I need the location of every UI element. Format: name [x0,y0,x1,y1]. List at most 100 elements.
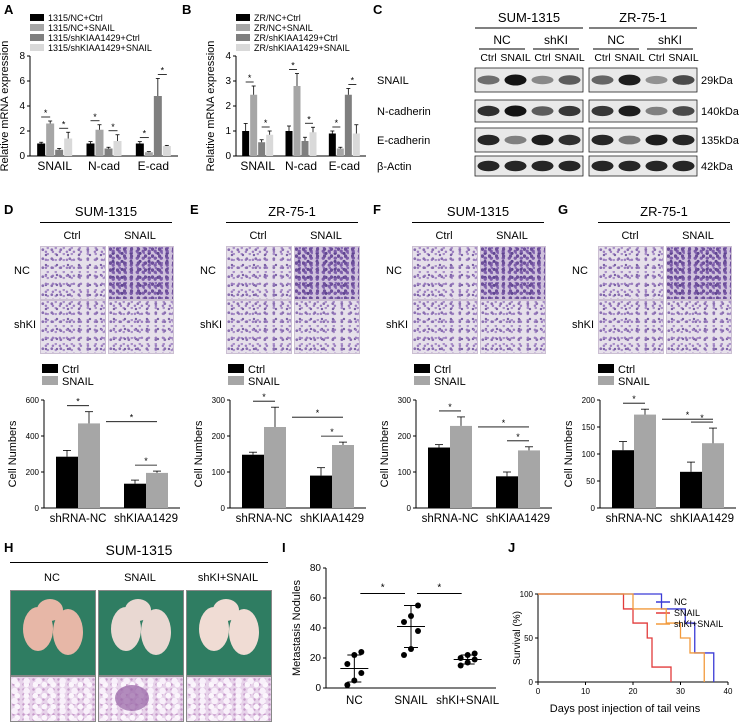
bar [162,146,171,156]
y-tick-label: 2 [225,101,231,112]
bar [104,148,113,156]
bar [428,447,450,508]
bar [78,423,100,508]
legend-swatch [30,34,44,41]
x-tick-label: shKIAA1429 [486,513,550,525]
legend-swatch [42,364,58,373]
x-tick-label: shKIAA1429 [670,513,734,525]
transwell-col-label: SNAIL [496,230,528,242]
band [672,160,695,172]
legend-label: Ctrl [248,364,265,376]
legend-label: SNAIL [434,376,466,388]
legend-label: Ctrl [434,364,451,376]
data-point [471,650,478,657]
y-tick-label: 20 [310,653,322,664]
band [618,160,641,172]
bar [153,96,162,156]
y-tick-label: 1 [225,126,231,137]
bar [144,152,153,156]
y-tick-label: 0 [225,151,231,162]
bar [266,134,274,156]
chart-j: 0 50 100 0 10 20 30 40 Survival (%) Days post inj… [512,590,733,715]
transwell-title-underline [412,222,544,223]
significance-star: * [686,410,690,420]
bar [264,427,286,508]
significance-star: * [161,66,165,76]
significance-star: * [335,118,339,128]
panel-label-e: E [190,202,199,217]
y-tick-label: 200 [212,432,226,441]
band [504,160,527,172]
transwell-col-label: Ctrl [621,230,639,242]
legend-label: NC [674,597,687,607]
transwell-title: ZR-75-1 [268,204,316,219]
lane-label: Ctrl [648,52,664,64]
bar [250,94,258,156]
y-tick-label: 100 [520,590,534,599]
y-tick-label: 300 [212,396,226,405]
y-axis-label: Relative mRNA expression [0,41,11,172]
x-tick-label: 10 [581,687,590,696]
bar [37,143,46,156]
transwell-row-label: NC [386,265,402,277]
significance-star: * [307,114,311,124]
legend-label: SNAIL [618,376,650,388]
transwell-f: SUM-1315 Ctrl SNAIL NC shKI [372,204,558,354]
bar [301,141,309,156]
transwell-row-label: shKI [386,319,409,331]
size-label: 135kDa [701,135,739,147]
y-tick-label: 0 [315,683,321,694]
data-point [344,661,351,667]
bar [285,131,293,156]
y-tick-label: 100 [212,468,226,477]
transwell-e: ZR-75-1 Ctrl SNAIL NC shKI [186,204,372,354]
y-tick-label: 0 [529,678,534,687]
band [618,105,641,117]
x-tick-label: N-cad [285,159,317,173]
panel-label-f: F [373,202,381,217]
blot-frame [588,99,698,123]
data-point [415,628,421,634]
y-axis-label: Metastasis Nodules [291,580,303,676]
bar [680,471,702,508]
band [645,160,668,172]
legend-swatch [228,376,244,385]
y-tick-label: 6 [19,76,25,87]
band [591,134,614,146]
lung-group-label: NC [44,572,60,584]
legend-label: SNAIL [248,376,280,388]
x-tick-label: SNAIL [37,159,72,173]
metastasis-focus [115,685,149,711]
significance-star: * [700,413,704,423]
band [645,75,668,85]
legend-label: ZR/shKIAA1429+SNAIL [254,43,350,53]
x-tick-label: SNAIL [240,159,275,173]
survival-curve [538,593,715,682]
transwell-image [412,246,478,300]
transwell-image [226,246,292,300]
transwell-image [480,246,546,300]
band [618,74,641,86]
transwell-col-label: SNAIL [124,230,156,242]
panel-label-g: G [558,202,569,217]
bar [328,133,336,156]
band [672,106,695,116]
transwell-image [294,246,360,300]
bar [518,450,540,508]
transwell-image [480,300,546,354]
transwell-image [412,300,478,354]
bar [56,456,78,508]
y-tick-label: 100 [398,468,412,477]
y-tick-label: 4 [19,101,25,112]
x-tick-label: 20 [629,687,638,696]
transwell-image [666,300,732,354]
transwell-col-label: SNAIL [310,230,342,242]
y-axis-label: Survival (%) [512,611,523,665]
x-tick-label: shRNA-NC [606,513,663,525]
band [531,160,554,172]
band [672,134,695,146]
lane-label: SNAIL [554,52,585,64]
x-tick-label: shKIAA1429 [114,513,178,525]
legend-label: ZR/NC+SNAIL [254,23,313,33]
legend-label: ZR/shKIAA1429+Ctrl [254,33,338,43]
